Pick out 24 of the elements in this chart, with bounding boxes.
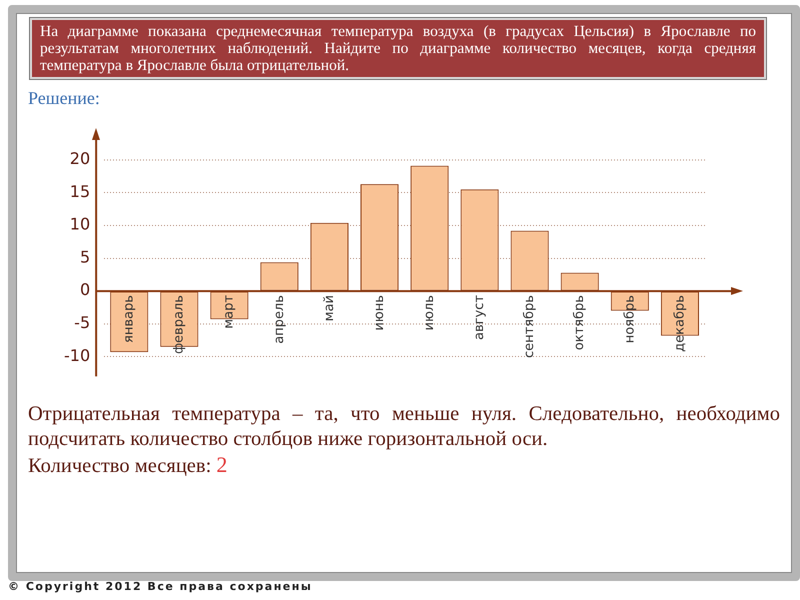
x-tick-label: июнь: [372, 295, 387, 331]
y-tick-label: 20: [70, 149, 90, 168]
y-tick-label: -5: [74, 313, 90, 332]
text: © Copyright 2012 Все права сохранены: [8, 580, 312, 593]
x-tick-label: февраль: [172, 295, 187, 354]
chart-title: На диаграмме показана среднемесячная температура воздуха (в градусах Цельсия) в Ярославле по результатам многолетних наблюдений. Найдите по диаграмме количество месяцев, когда средняя температура в Ярославле была отрицательной.: [30, 18, 766, 79]
x-tick-label: март: [222, 294, 237, 329]
text: Отрицательная температура – та, что меньше нуля. Следовательно, необходимо подсчитать количество столбцов ниже горизонтальной оси.: [28, 402, 780, 452]
y-tick-label: -10: [64, 346, 90, 365]
x-tick-label: август: [472, 294, 488, 340]
y-tick-label: 10: [70, 214, 90, 234]
x-tick-label: сентябрь: [522, 295, 538, 358]
y-tick-label: 5: [80, 247, 90, 266]
y-tick-label: 0: [80, 280, 90, 300]
x-tick-label: май: [322, 295, 337, 322]
text: Решение:: [28, 88, 100, 109]
x-tick-label: декабрь: [672, 295, 688, 352]
x-tick-label: июль: [422, 295, 437, 330]
x-tick-label: ноябрь: [622, 295, 638, 344]
y-tick-label: 15: [70, 182, 90, 201]
x-tick-label: апрель: [272, 295, 287, 344]
x-tick-label: январь: [122, 295, 137, 343]
text: Количество месяцев: 2: [28, 452, 228, 478]
x-tick-label: октябрь: [572, 295, 588, 350]
